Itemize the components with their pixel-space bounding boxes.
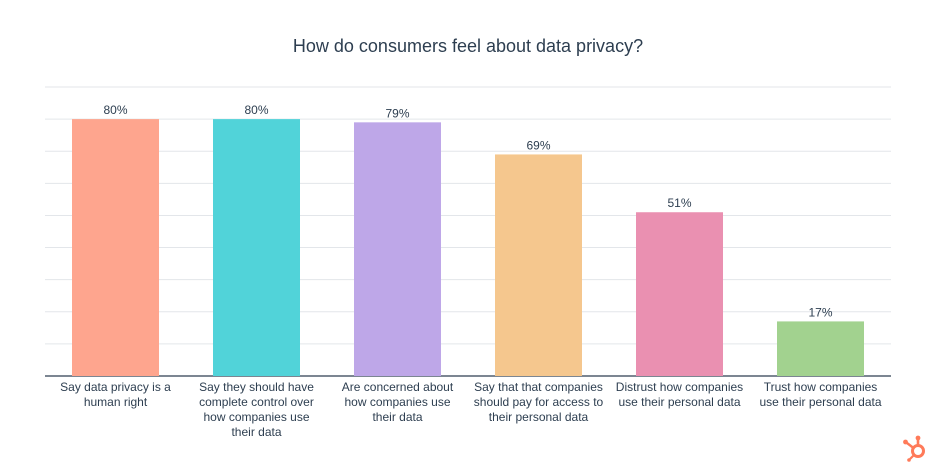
bar-value-label: 80%	[244, 103, 268, 117]
bar-value-label: 69%	[526, 138, 550, 152]
bar	[636, 212, 723, 376]
bar	[354, 122, 441, 376]
hubspot-sprocket-icon	[903, 435, 925, 462]
category-label: Say data privacy is a human right	[60, 380, 171, 409]
bars	[72, 119, 864, 376]
category-label: Say that that companies should pay for ac…	[474, 380, 604, 424]
category-label: Are concerned about how companies use thei…	[342, 380, 454, 424]
category-label-line: use their personal data	[618, 395, 740, 409]
category-label-line: their data	[231, 425, 281, 439]
category-label-line: should pay for access to	[474, 395, 604, 409]
bar-value-label: 17%	[808, 305, 832, 319]
category-label-line: Say data privacy is a	[60, 380, 171, 394]
category-label-line: complete control over	[199, 395, 314, 409]
category-label-line: Trust how companies	[764, 380, 878, 394]
category-label: Distrust how companies use their personal…	[616, 380, 743, 409]
category-label-line: Say that that companies	[474, 380, 603, 394]
category-label-line: how companies use	[344, 395, 450, 409]
category-label-line: how companies use	[203, 410, 309, 424]
category-label: Say they should have complete control ove…	[199, 380, 314, 439]
bar	[777, 321, 864, 376]
chart-title: How do consumers feel about data privacy…	[292, 36, 644, 56]
data-labels: 80% 80% 79% 69% 51% 17%	[103, 103, 832, 319]
category-label-line: Say they should have	[199, 380, 314, 394]
category-label-line: their data	[372, 410, 422, 424]
category-label: Trust how companies use their personal da…	[759, 380, 881, 409]
category-label-line: Distrust how companies	[616, 380, 743, 394]
bar-value-label: 80%	[103, 103, 127, 117]
category-label-line: their personal data	[489, 410, 589, 424]
category-label-line: use their personal data	[759, 395, 881, 409]
bar	[495, 154, 582, 376]
bar	[213, 119, 300, 376]
category-labels: Say data privacy is a human right Say they…	[60, 380, 882, 439]
category-label-line: human right	[84, 395, 148, 409]
bar-value-label: 51%	[667, 196, 691, 210]
bar	[72, 119, 159, 376]
bar-value-label: 79%	[385, 106, 409, 120]
category-label-line: Are concerned about	[342, 380, 454, 394]
gridlines	[45, 86, 891, 377]
